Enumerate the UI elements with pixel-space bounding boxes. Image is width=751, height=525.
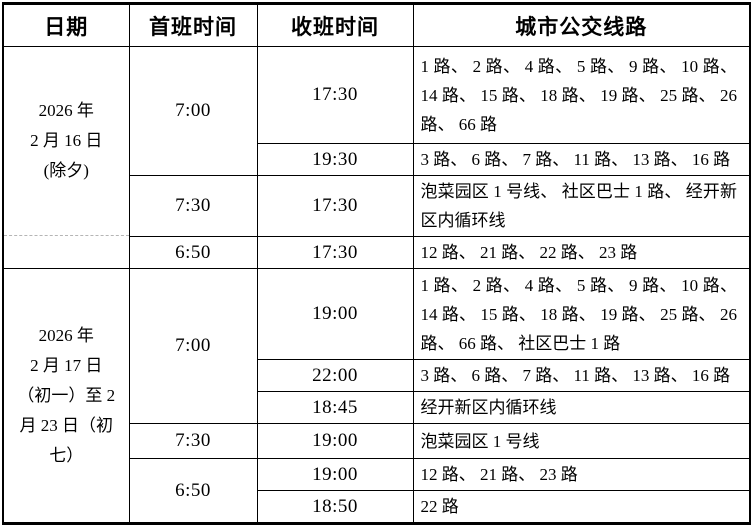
last-bus-time: 19:00 bbox=[256, 268, 414, 360]
header-cell-first-bus: 首班时间 bbox=[128, 3, 258, 47]
bus-routes-cell: 3 路、 6 路、 7 路、 11 路、 13 路、 16 路 bbox=[412, 359, 751, 392]
bus-routes-cell: 12 路、 21 路、 22 路、 23 路 bbox=[412, 236, 751, 269]
last-bus-time: 18:50 bbox=[256, 490, 414, 524]
last-bus-time: 19:30 bbox=[256, 143, 414, 176]
bus-routes-cell: 1 路、 2 路、 4 路、 5 路、 9 路、 10 路、 14 路、 15 … bbox=[412, 46, 751, 144]
last-bus-time: 22:00 bbox=[256, 359, 414, 392]
first-bus-time: 6:50 bbox=[128, 236, 258, 269]
table-row: 2026 年 2 月 17 日 （初一）至 2 月 23 日（初 七） 7:00… bbox=[2, 268, 751, 524]
first-bus-time: 7:30 bbox=[128, 423, 258, 459]
date-cell-block2: 2026 年 2 月 17 日 （初一）至 2 月 23 日（初 七） bbox=[2, 268, 130, 524]
table-row: 19:30 3 路、 6 路、 7 路、 11 路、 13 路、 16 路 bbox=[3, 143, 751, 176]
table-row: 18:45 经开新区内循环线 bbox=[3, 391, 751, 424]
bus-routes-cell: 泡菜园区 1 号线、 社区巴士 1 路、 经开新区内循环线 bbox=[412, 175, 751, 237]
bus-routes-cell: 12 路、 21 路、 23 路 bbox=[412, 458, 751, 491]
first-bus-time: 7:00 bbox=[128, 46, 258, 176]
last-bus-time: 17:30 bbox=[256, 236, 414, 269]
date-cell-block1: 2026 年 2 月 16 日 (除夕) bbox=[2, 46, 130, 269]
last-bus-time: 19:00 bbox=[256, 458, 414, 491]
bus-routes-cell: 22 路 bbox=[412, 490, 751, 524]
last-bus-time: 18:45 bbox=[256, 391, 414, 424]
header-cell-routes: 城市公交线路 bbox=[412, 3, 751, 47]
bus-routes-cell: 泡菜园区 1 号线 bbox=[412, 423, 751, 459]
last-bus-time: 17:30 bbox=[256, 46, 414, 144]
first-bus-time: 7:00 bbox=[128, 268, 258, 424]
bus-routes-cell: 3 路、 6 路、 7 路、 11 路、 13 路、 16 路 bbox=[412, 143, 751, 176]
dashed-divider bbox=[4, 235, 128, 236]
last-bus-time: 17:30 bbox=[256, 175, 414, 237]
date-text-block1: 2026 年 2 月 16 日 (除夕) bbox=[30, 101, 103, 180]
bus-routes-cell: 经开新区内循环线 bbox=[412, 391, 751, 424]
last-bus-time: 19:00 bbox=[256, 423, 414, 459]
table-row: 7:30 17:30 泡菜园区 1 号线、 社区巴士 1 路、 经开新区内循环线 bbox=[3, 175, 751, 237]
first-bus-time: 6:50 bbox=[128, 458, 258, 524]
table-header-row: 日期 首班时间 收班时间 城市公交线路 bbox=[2, 3, 751, 47]
table-row: 6:50 17:30 12 路、 21 路、 22 路、 23 路 bbox=[3, 236, 751, 269]
header-cell-date: 日期 bbox=[2, 3, 130, 47]
first-bus-time: 7:30 bbox=[128, 175, 258, 237]
bus-routes-cell: 1 路、 2 路、 4 路、 5 路、 9 路、 10 路、 14 路、 15 … bbox=[412, 268, 751, 360]
header-cell-last-bus: 收班时间 bbox=[256, 3, 414, 47]
table-row: 2026 年 2 月 16 日 (除夕) 7:00 17:30 1 路、 2 路… bbox=[2, 46, 751, 269]
